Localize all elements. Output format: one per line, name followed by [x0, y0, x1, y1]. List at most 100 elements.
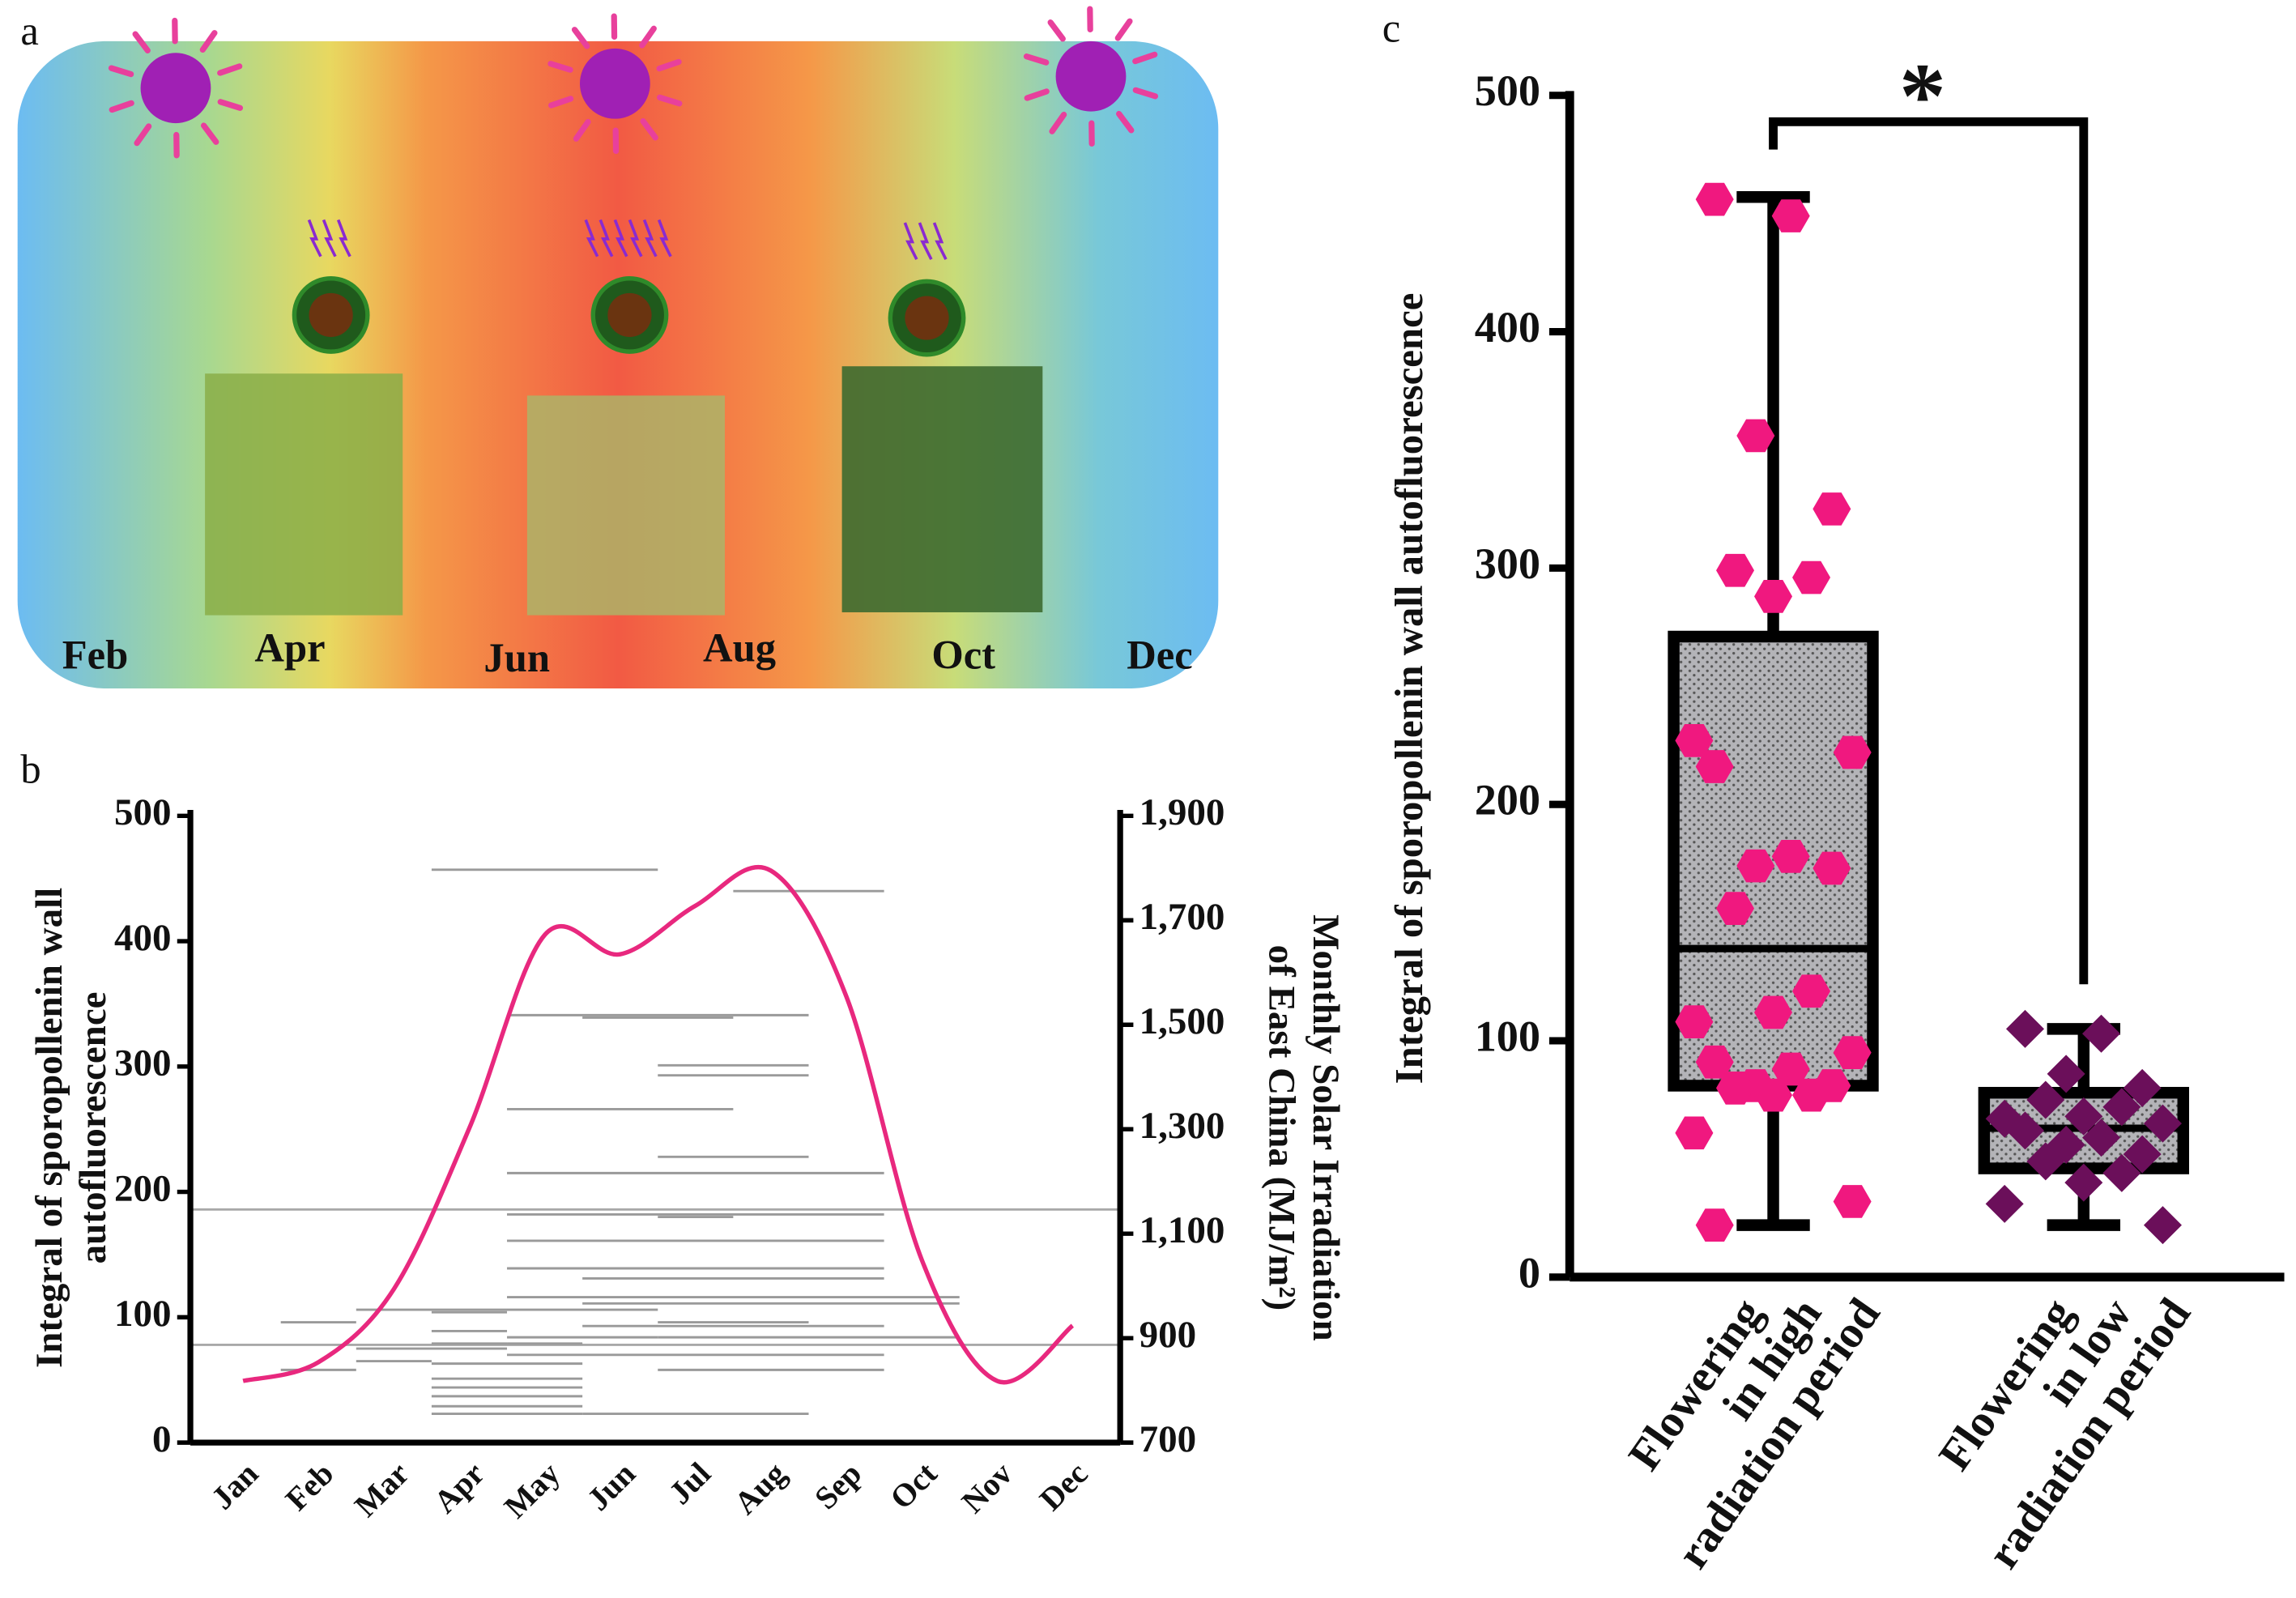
data-point — [1833, 1036, 1872, 1069]
sun-ray — [199, 30, 218, 53]
sun-ray — [109, 100, 134, 113]
data-point — [1754, 580, 1793, 613]
y-tick-label: 0 — [152, 1418, 171, 1460]
data-point — [2006, 1009, 2045, 1048]
significance-bracket — [1769, 117, 2089, 985]
y2-tick-label: 1,700 — [1139, 896, 1225, 938]
y-tick-label: 100 — [114, 1293, 172, 1335]
y2-axis-title: Monthly Solar Irradiation — [1305, 914, 1347, 1341]
sun-ray — [657, 94, 683, 107]
data-point — [1695, 1208, 1734, 1242]
radiation-bolt — [584, 219, 599, 258]
y-tick-label: 500 — [1475, 66, 1540, 115]
sun-ray — [217, 63, 243, 76]
data-point — [2064, 1163, 2103, 1202]
x-tick-label: Jul — [662, 1455, 718, 1511]
pollen-core — [309, 292, 353, 338]
panel-label: c — [1382, 6, 1400, 51]
data-point — [1833, 735, 1872, 769]
x-tick-label: Mar — [347, 1455, 415, 1523]
data-point — [1813, 851, 1851, 885]
plant-image — [205, 373, 403, 616]
pollen-core — [607, 292, 652, 338]
panel-label: b — [20, 746, 40, 791]
y-axis-title: Integral of sporopollenin wall autofluor… — [1387, 293, 1431, 1085]
y-tick-label: 400 — [1475, 303, 1540, 352]
radiation-bolt — [642, 219, 658, 258]
radiation-bolt — [628, 219, 643, 258]
y-tick-label: 400 — [114, 917, 172, 959]
significance-mark: * — [1899, 45, 1946, 148]
sun-ray — [217, 99, 244, 111]
radiation-bolt — [613, 219, 628, 258]
radiation-bolt — [322, 219, 337, 258]
panel-label: a — [20, 8, 38, 53]
y2-tick-label: 1,100 — [1139, 1209, 1225, 1251]
sun-ray — [573, 118, 591, 142]
y-axis-title: Integral of sporopollenin wall — [28, 888, 70, 1368]
plant-image — [526, 395, 725, 616]
radiation-bolt — [903, 222, 918, 261]
data-point — [1736, 419, 1775, 453]
data-point — [1771, 840, 1810, 873]
sun-ray — [134, 123, 152, 147]
y-tick-label: 500 — [114, 791, 172, 833]
month-label: Jun — [483, 635, 550, 680]
data-point — [1771, 1052, 1810, 1086]
sun-ray — [1024, 88, 1050, 101]
sun-ray — [1116, 110, 1135, 134]
y2-tick-label: 1,500 — [1139, 1000, 1225, 1042]
data-point — [1792, 1078, 1831, 1112]
sun-ray — [1132, 51, 1158, 65]
x-tick-label: Apr — [427, 1455, 492, 1520]
radiation-bolt — [307, 219, 322, 258]
sun-ray — [639, 25, 657, 49]
y-tick-label: 300 — [1475, 539, 1540, 588]
data-point — [1716, 892, 1755, 925]
sun-ray — [1114, 18, 1133, 41]
x-tick-label: Oct — [884, 1455, 944, 1516]
y2-axis-title: of East China (MJ/m²) — [1261, 945, 1303, 1310]
plant-image — [841, 366, 1043, 612]
y-tick-label: 300 — [114, 1042, 172, 1085]
data-point — [1985, 1184, 2024, 1223]
month-label: Oct — [931, 632, 995, 677]
x-tick-label: Nov — [955, 1455, 1020, 1520]
radiation-bolt — [336, 219, 351, 258]
data-point — [2006, 1111, 2045, 1150]
x-tick-label: Feb — [279, 1455, 340, 1517]
radiation-bolt — [598, 219, 614, 258]
radiation-bolt — [932, 222, 948, 261]
y-axis-title: autofluorescence — [72, 991, 114, 1263]
month-label: Feb — [62, 632, 129, 677]
y2-tick-label: 700 — [1139, 1418, 1197, 1460]
sun-ray — [108, 65, 134, 78]
sun-ray — [1023, 53, 1050, 66]
radiation-bolt — [918, 222, 933, 261]
y2-tick-label: 1,900 — [1139, 791, 1225, 833]
y-tick-label: 100 — [1475, 1012, 1540, 1060]
data-point — [1833, 1185, 1872, 1218]
data-point — [2047, 1055, 2085, 1093]
x-tick-label: May — [497, 1455, 567, 1525]
data-point — [2064, 1097, 2103, 1136]
data-point — [1736, 849, 1775, 883]
x-tick-label: Dec — [1033, 1455, 1094, 1517]
data-point — [1675, 724, 1714, 757]
data-point — [1716, 1072, 1755, 1105]
y-tick-label: 200 — [114, 1167, 172, 1209]
data-point — [1675, 1116, 1714, 1150]
data-point — [1675, 1005, 1714, 1039]
pollen-core — [905, 296, 949, 340]
x-tick-label: Jun — [581, 1455, 642, 1517]
sun-ray — [547, 61, 573, 73]
sun-ray — [656, 58, 682, 72]
y-tick-label: 0 — [1519, 1248, 1540, 1297]
sun — [579, 48, 650, 119]
y-tick-label: 200 — [1475, 776, 1540, 825]
data-point — [1716, 553, 1755, 587]
data-point — [1695, 182, 1734, 216]
sun-ray — [548, 96, 574, 109]
data-point — [1754, 1078, 1793, 1112]
